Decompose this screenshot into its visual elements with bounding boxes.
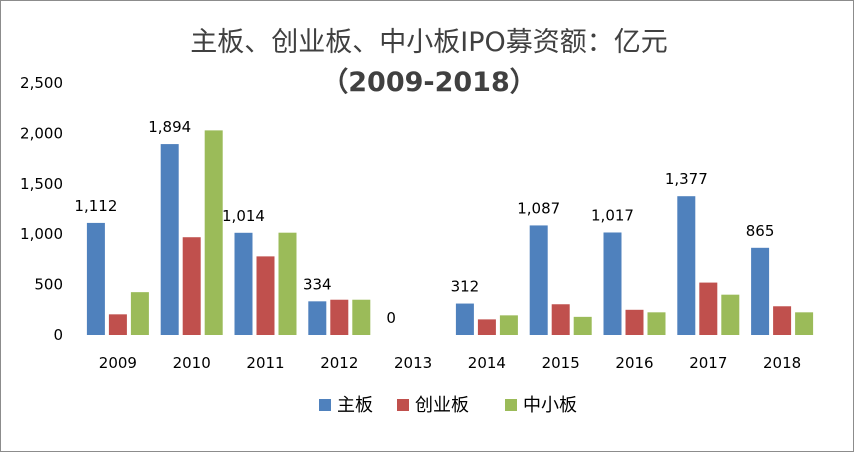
x-tick-label: 2011 — [246, 354, 284, 372]
bar-创业板-2011[interactable] — [256, 256, 275, 335]
bar-主板-2018[interactable] — [751, 247, 770, 335]
bar-中小板-2014[interactable] — [499, 315, 518, 335]
bar-中小板-2011[interactable] — [278, 232, 297, 335]
data-label: 1,377 — [665, 170, 708, 188]
y-tick-label: 1,000 — [20, 225, 63, 243]
y-axis: 0 500 1,000 1,500 2,000 2,500 — [20, 74, 63, 344]
bar-中小板-2016[interactable] — [647, 312, 666, 335]
legend-label: 中小板 — [523, 395, 577, 416]
legend[interactable]: 主板 创业板 中小板 — [319, 395, 577, 416]
x-tick-label: 2018 — [763, 354, 801, 372]
data-label: 865 — [746, 222, 775, 240]
bar-中小板-2012[interactable] — [352, 299, 371, 335]
bar-创业板-2018[interactable] — [773, 306, 792, 335]
bar-主板-2015[interactable] — [529, 225, 548, 335]
chart-title: 主板、创业板、中小板IPO募资额：亿元 — [190, 27, 668, 58]
legend-item-中小板[interactable]: 中小板 — [505, 395, 577, 416]
bar-主板-2009[interactable] — [86, 222, 105, 335]
bar-中小板-2010[interactable] — [204, 130, 223, 335]
x-tick-label: 2016 — [615, 354, 653, 372]
bar-主板-2017[interactable] — [677, 196, 696, 335]
legend-swatch — [319, 399, 331, 411]
bar-主板-2010[interactable] — [160, 144, 179, 335]
bar-创业板-2012[interactable] — [330, 299, 349, 335]
data-label: 1,014 — [222, 207, 265, 225]
legend-label: 创业板 — [415, 395, 469, 416]
bar-series-group — [86, 130, 814, 335]
x-axis: 2009 2010 2011 2012 2013 2014 2015 2016 2017 2018 — [99, 354, 801, 372]
y-tick-label: 2,500 — [20, 74, 63, 92]
x-tick-label: 2017 — [689, 354, 727, 372]
bar-主板-2014[interactable] — [455, 303, 474, 335]
bar-主板-2012[interactable] — [308, 301, 327, 335]
data-label: 1,112 — [74, 197, 117, 215]
y-tick-label: 500 — [34, 276, 63, 294]
data-label: 1,017 — [591, 206, 634, 224]
bar-中小板-2009[interactable] — [130, 292, 149, 335]
bar-创业板-2015[interactable] — [551, 304, 570, 335]
data-label: 312 — [451, 278, 480, 296]
bar-创业板-2016[interactable] — [625, 309, 644, 335]
bar-中小板-2015[interactable] — [573, 316, 592, 335]
data-label: 0 — [386, 309, 396, 327]
legend-item-创业板[interactable]: 创业板 — [397, 395, 469, 416]
legend-swatch — [397, 399, 409, 411]
bar-创业板-2010[interactable] — [182, 237, 201, 335]
data-labels-group: 1,112 1,894 1,014 334 0 312 1,087 1,017 1,377 865 — [74, 118, 774, 327]
y-tick-label: 0 — [53, 326, 63, 344]
legend-item-主板[interactable]: 主板 — [319, 395, 373, 416]
y-tick-label: 2,000 — [20, 124, 63, 142]
data-label: 1,087 — [517, 199, 560, 217]
x-tick-label: 2014 — [468, 354, 506, 372]
chart-subtitle: （2009-2018） — [321, 67, 537, 98]
data-label: 334 — [303, 275, 332, 293]
x-tick-label: 2015 — [542, 354, 580, 372]
bar-中小板-2018[interactable] — [795, 312, 814, 335]
x-tick-label: 2013 — [394, 354, 432, 372]
legend-label: 主板 — [337, 395, 373, 416]
bar-主板-2016[interactable] — [603, 232, 622, 335]
bar-中小板-2017[interactable] — [721, 294, 740, 335]
x-tick-label: 2009 — [99, 354, 137, 372]
x-tick-label: 2010 — [173, 354, 211, 372]
bar-创业板-2014[interactable] — [477, 319, 496, 335]
data-label: 1,894 — [148, 118, 191, 136]
legend-swatch — [505, 399, 517, 411]
y-tick-label: 1,500 — [20, 175, 63, 193]
bar-创业板-2017[interactable] — [699, 282, 718, 335]
x-tick-label: 2012 — [320, 354, 358, 372]
bar-创业板-2009[interactable] — [108, 314, 127, 335]
bar-主板-2011[interactable] — [234, 232, 253, 335]
